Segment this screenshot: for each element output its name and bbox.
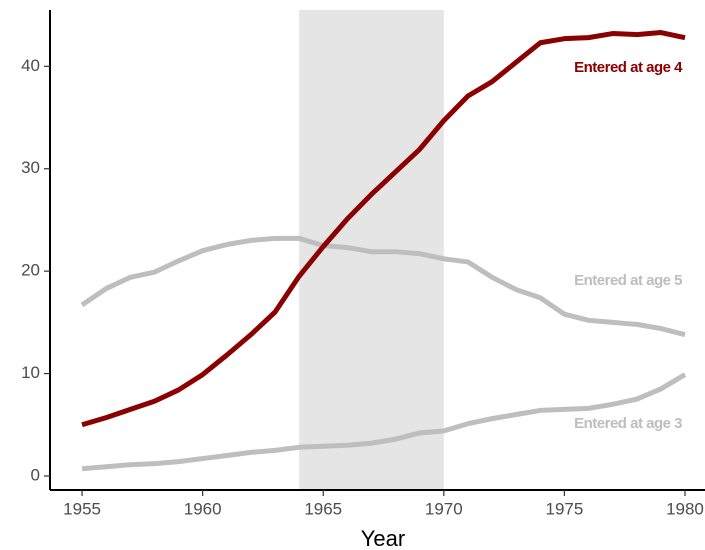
y-tick-label: 0 [31,465,40,484]
x-axis-title: Year [361,526,405,550]
series-label: Entered at age 5 [574,272,682,289]
x-tick-label: 1965 [304,499,342,518]
y-tick-label: 20 [21,261,40,280]
series-line [81,372,687,472]
x-tick-label: 1955 [63,499,101,518]
y-tick-label: 40 [21,56,40,75]
x-tick-label: 1980 [666,499,704,518]
x-tick-label: 1970 [425,499,463,518]
y-tick-label: 10 [21,363,40,382]
series-line [80,235,686,338]
series-label: Entered at age 3 [574,415,682,432]
x-tick-label: 1960 [184,499,222,518]
x-tick-label: 1975 [545,499,583,518]
series-label: Entered at age 4 [574,59,683,76]
series-line [81,30,686,428]
y-tick-label: 30 [21,158,40,177]
